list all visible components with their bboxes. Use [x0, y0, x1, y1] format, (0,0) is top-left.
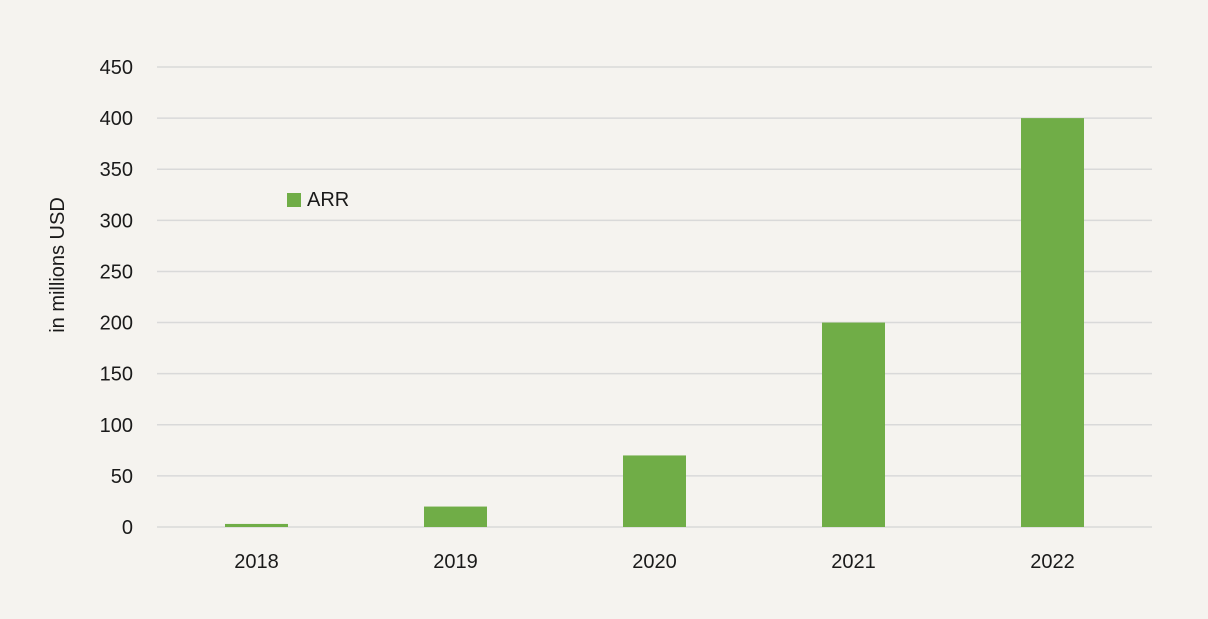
y-tick-label: 150 — [100, 364, 133, 386]
bar-2020 — [623, 455, 686, 527]
bar-2018 — [225, 523, 288, 527]
legend-swatch-arr — [287, 193, 301, 207]
x-tick-label: 2018 — [234, 551, 279, 573]
y-tick-label: 0 — [122, 517, 133, 539]
y-tick-label: 450 — [100, 57, 133, 79]
y-tick-label: 200 — [100, 313, 133, 335]
x-tick-label: 2019 — [433, 551, 478, 573]
bar-2022 — [1021, 118, 1084, 527]
y-tick-label: 400 — [100, 108, 133, 130]
y-axis-ticks: 0 50 100 150 200 250 300 350 400 450 — [100, 57, 133, 539]
bars — [225, 118, 1084, 527]
y-tick-label: 300 — [100, 210, 133, 232]
x-tick-label: 2020 — [632, 551, 677, 573]
x-axis-ticks: 2018 2019 2020 2021 2022 — [234, 551, 1075, 573]
legend-label-arr: ARR — [307, 189, 349, 211]
bar-2021 — [822, 322, 885, 527]
y-tick-label: 250 — [100, 261, 133, 283]
legend: ARR — [287, 189, 349, 211]
y-tick-label: 100 — [100, 415, 133, 437]
x-tick-label: 2021 — [831, 551, 876, 573]
y-axis-label: in millions USD — [47, 197, 69, 333]
x-tick-label: 2022 — [1030, 551, 1075, 573]
y-tick-label: 350 — [100, 159, 133, 181]
gridlines — [157, 66, 1152, 528]
bar-2019 — [424, 506, 487, 527]
y-tick-label: 50 — [111, 466, 133, 488]
